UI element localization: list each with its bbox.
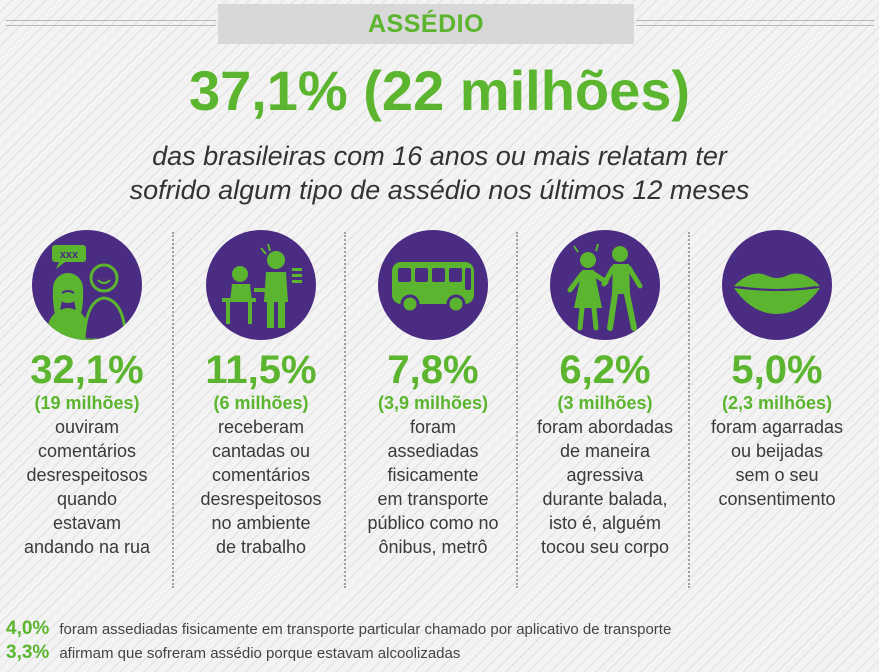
stat-millions: (6 milhões) [213, 393, 309, 413]
stat-description: receberam cantadas ou comentários desrespei… [200, 417, 322, 557]
svg-text:xxx: xxx [60, 249, 79, 261]
column-divider [688, 232, 690, 588]
stat-description: foram abordadas de maneira agressiva durant… [536, 417, 674, 557]
stat-percentage: 5,0% [731, 348, 823, 392]
stat-millions: (2,3 milhões) [721, 393, 833, 413]
headline-figure: 37,1% (22 milhões) [188, 59, 691, 122]
lips-icon [722, 230, 832, 340]
section-title: ASSÉDIO [218, 4, 634, 44]
header-rule-right [636, 20, 874, 26]
header-rule-left [6, 20, 216, 26]
stat-millions: (19 milhões) [34, 393, 140, 413]
stat-percentage: 32,1% [30, 348, 144, 392]
stat-percentage: 6,2% [559, 348, 651, 392]
column-divider [516, 232, 518, 588]
footnote-alcohol: 3,3% afirmam que sofreram assédio porque … [6, 642, 460, 665]
footnote-text: foram assediadas fisicamente em transpor… [59, 621, 672, 638]
stat-percentage: 11,5% [205, 348, 317, 392]
stat-percentage: 7,8% [387, 348, 479, 392]
stat-public-transport: 7,8% (3,9 milhões) foram assediadas fisica… [348, 226, 518, 598]
headline-subtitle-line-1: das brasileiras com 16 anos ou mais rela… [152, 141, 727, 171]
column-divider [172, 232, 174, 588]
footnote-app-transport: 4,0% foram assediadas fisicamente em tran… [6, 618, 671, 641]
bus-icon [378, 230, 488, 340]
stat-millions: (3,9 milhões) [377, 393, 489, 413]
stat-kissed: 5,0% (2,3 milhões) foram agarradas ou bei… [692, 226, 862, 598]
stat-millions: (3 milhões) [557, 393, 653, 413]
footnote-text: afirmam que sofreram assédio porque esta… [59, 645, 461, 662]
footnote-percentage: 3,3% [6, 642, 50, 663]
headline-subtitle-line-2: sofrido algum tipo de assédio nos último… [129, 175, 750, 205]
stat-street: xxx 32,1% (19 milhões) ouviram comentário… [2, 226, 172, 598]
stat-description: foram agarradas ou beijadas sem o seu conse… [710, 417, 844, 509]
street-comments-icon: xxx [32, 230, 142, 340]
workplace-icon [206, 230, 316, 340]
party-icon [550, 230, 660, 340]
stat-workplace: 11,5% (6 milhões) receberam cantadas ou co… [176, 226, 346, 598]
footnote-percentage: 4,0% [6, 618, 50, 639]
stat-description: ouviram comentários desrespeitosos quando es… [23, 417, 151, 557]
stat-description: foram assediadas fisicamente em transporte p… [367, 417, 499, 557]
stat-party: 6,2% (3 milhões) foram abordadas de manei… [520, 226, 690, 598]
column-divider [344, 232, 346, 588]
